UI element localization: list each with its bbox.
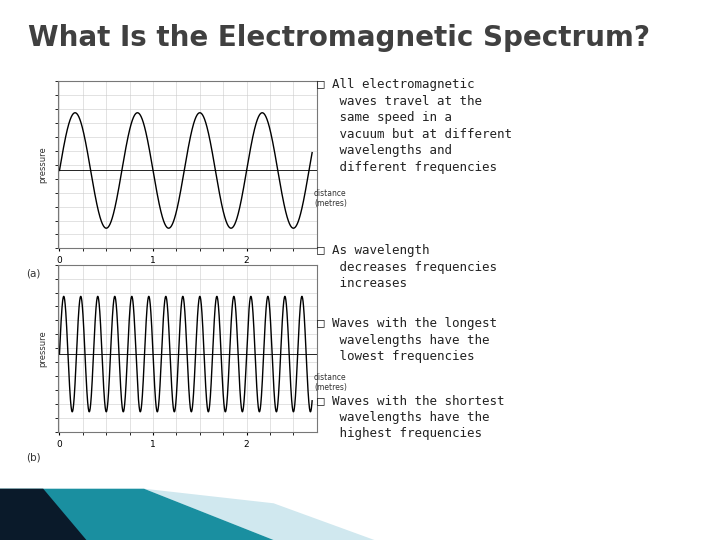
Polygon shape	[0, 489, 86, 540]
Polygon shape	[0, 489, 274, 540]
Text: distance
(metres): distance (metres)	[314, 373, 347, 392]
Text: □ All electromagnetic
   waves travel at the
   same speed in a
   vacuum but at: □ All electromagnetic waves travel at th…	[317, 78, 512, 174]
Text: □ Waves with the longest
   wavelengths have the
   lowest frequencies: □ Waves with the longest wavelengths hav…	[317, 317, 497, 363]
Text: □ As wavelength
   decreases frequencies
   increases: □ As wavelength decreases frequencies in…	[317, 244, 497, 291]
Text: (b): (b)	[27, 452, 41, 462]
Text: What Is the Electromagnetic Spectrum?: What Is the Electromagnetic Spectrum?	[28, 24, 650, 52]
Polygon shape	[144, 489, 374, 540]
Y-axis label: pressure: pressure	[38, 146, 48, 183]
Text: □ Waves with the shortest
   wavelengths have the
   highest frequencies: □ Waves with the shortest wavelengths ha…	[317, 394, 504, 440]
Text: distance
(metres): distance (metres)	[314, 189, 347, 208]
Text: (a): (a)	[27, 268, 41, 279]
Y-axis label: pressure: pressure	[38, 330, 48, 367]
